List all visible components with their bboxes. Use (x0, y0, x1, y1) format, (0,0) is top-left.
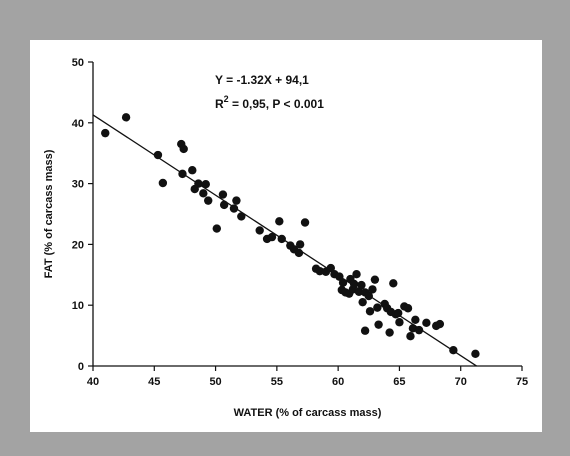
data-point (352, 269, 361, 279)
data-point (179, 144, 188, 154)
data-point (232, 196, 241, 205)
y-tick-label: 30 (72, 179, 84, 191)
data-point (199, 189, 208, 198)
data-point (349, 279, 359, 289)
data-point (374, 320, 383, 329)
data-point (370, 275, 380, 284)
data-point (188, 166, 197, 175)
y-axis-label: FAT (% of carcass mass) (43, 149, 55, 278)
data-point (212, 224, 221, 233)
data-point (295, 240, 305, 249)
data-point (449, 345, 458, 355)
chart-panel: 40 45 50 55 60 65 70 75 0 10 20 30 40 50 Y = -1.32X +… (30, 40, 542, 432)
r-squared-value: = 0,95, P < 0.001 (229, 97, 325, 111)
x-tick-label: 75 (516, 376, 528, 388)
x-tick-label: 45 (148, 376, 160, 388)
data-point (121, 113, 131, 122)
data-point (300, 218, 310, 227)
scatter-chart: 40 45 50 55 60 65 70 75 0 10 20 30 40 50 Y = -1.32X +… (43, 57, 528, 419)
data-point (368, 285, 377, 294)
data-point (414, 325, 424, 335)
data-point (255, 226, 264, 235)
data-point (395, 318, 404, 327)
data-point (358, 297, 367, 307)
data-point (153, 150, 163, 160)
r-squared-letter: R (215, 97, 224, 111)
data-point (275, 217, 284, 226)
x-tick-label: 55 (271, 376, 283, 388)
data-point (435, 319, 445, 329)
data-point (178, 169, 187, 179)
data-point (422, 318, 431, 328)
y-tick-label: 40 (72, 118, 84, 130)
data-point (229, 204, 239, 213)
r-squared-annotation: R2 = 0,95, P < 0.001 (215, 94, 324, 111)
y-tick-label: 20 (72, 239, 84, 251)
data-point (354, 287, 364, 297)
r-squared-superscript: 2 (224, 94, 229, 104)
data-point (338, 278, 348, 287)
data-point (403, 304, 413, 313)
data-point (360, 326, 370, 335)
data-point (158, 178, 168, 188)
y-tick-label: 0 (78, 361, 84, 373)
data-point (406, 332, 415, 341)
data-point (294, 248, 304, 258)
data-point (204, 196, 213, 205)
data-point (373, 303, 382, 312)
data-point (201, 180, 210, 189)
x-tick-label: 65 (393, 376, 405, 388)
data-point (219, 200, 229, 210)
x-tick-label: 50 (209, 376, 221, 388)
x-tick-label: 60 (332, 376, 344, 388)
data-point (326, 263, 335, 273)
data-point (471, 349, 480, 359)
data-point (357, 280, 366, 290)
data-point (385, 328, 394, 337)
data-point (267, 232, 277, 242)
x-tick-label: 40 (87, 376, 99, 388)
data-point (389, 279, 398, 288)
x-tick-label: 70 (455, 376, 467, 388)
data-point (315, 266, 324, 276)
data-point (277, 234, 286, 244)
x-axis-label: WATER (% of carcass mass) (234, 407, 382, 419)
data-point (411, 315, 420, 324)
data-point (101, 128, 110, 138)
data-point (237, 212, 246, 221)
data-point (194, 179, 203, 188)
y-tick-label: 50 (72, 57, 84, 69)
regression-equation: Y = -1.32X + 94,1 (215, 73, 309, 87)
data-point (365, 307, 375, 316)
data-point (394, 308, 403, 318)
data-point (218, 190, 228, 199)
y-tick-label: 10 (72, 300, 84, 312)
data-point (335, 272, 344, 281)
data-point (364, 291, 373, 301)
